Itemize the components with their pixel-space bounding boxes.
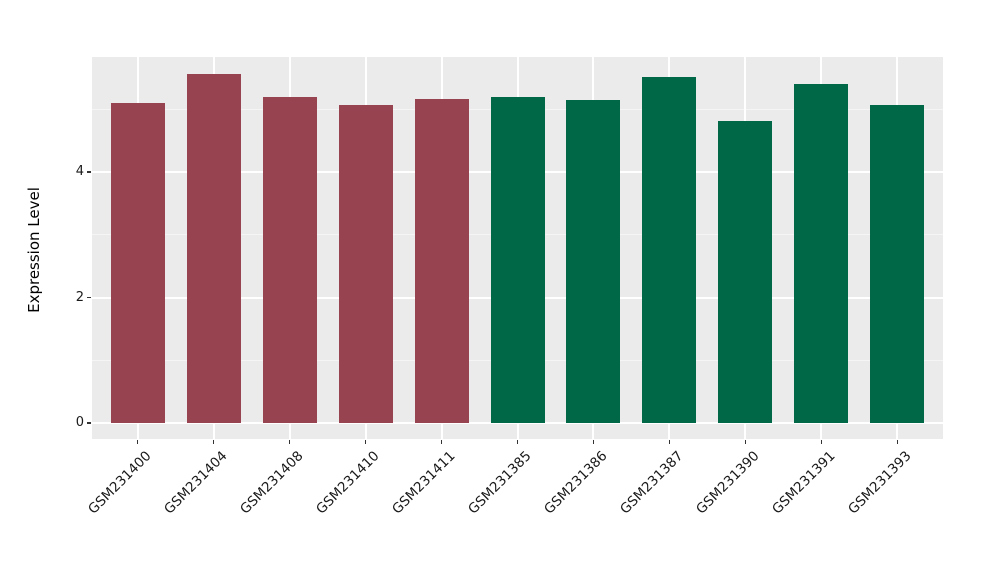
x-tick-label: GSM231393 (845, 448, 915, 518)
x-axis-tick (440, 440, 443, 444)
x-axis-tick (136, 440, 139, 444)
bar-GSM231391 (794, 83, 849, 423)
x-tick-label: GSM231410 (313, 448, 383, 518)
bar-GSM231387 (642, 76, 697, 423)
y-axis-tick (87, 296, 91, 299)
x-tick-label: GSM231390 (693, 448, 763, 518)
y-tick-label: 0 (75, 415, 84, 430)
plot-panel (92, 57, 943, 439)
bar-GSM231404 (186, 74, 241, 423)
x-axis-tick (896, 440, 899, 444)
x-tick-label: GSM231411 (389, 448, 459, 518)
x-tick-label: GSM231387 (617, 448, 687, 518)
y-axis-tick (87, 422, 91, 424)
bar-GSM231411 (414, 98, 469, 423)
x-axis-tick (668, 440, 671, 444)
y-tick-label: 2 (75, 289, 84, 305)
x-axis-tick (744, 440, 747, 444)
bar-GSM231400 (110, 102, 165, 423)
y-tick-label: 4 (75, 164, 84, 179)
x-tick-label: GSM231404 (161, 448, 231, 518)
bar-GSM231393 (870, 105, 925, 423)
bar-GSM231386 (566, 99, 621, 423)
x-axis-tick (820, 440, 823, 444)
x-tick-label: GSM231408 (237, 448, 307, 518)
x-tick-label: GSM231391 (769, 448, 839, 518)
bar-GSM231390 (718, 120, 773, 423)
bar-GSM231408 (262, 97, 317, 423)
x-tick-label: GSM231385 (465, 448, 535, 518)
bar-GSM231385 (490, 97, 545, 423)
y-axis-tick (87, 171, 91, 173)
x-axis-tick (516, 440, 519, 444)
x-axis-tick (212, 440, 215, 444)
y-axis-title: Expression Level (25, 187, 43, 313)
x-axis-tick (592, 440, 595, 444)
x-axis-tick (364, 440, 367, 444)
x-tick-label: GSM231386 (541, 448, 611, 518)
bar-GSM231410 (338, 104, 393, 423)
x-tick-label: GSM231400 (85, 448, 155, 518)
x-axis-tick (288, 440, 291, 444)
